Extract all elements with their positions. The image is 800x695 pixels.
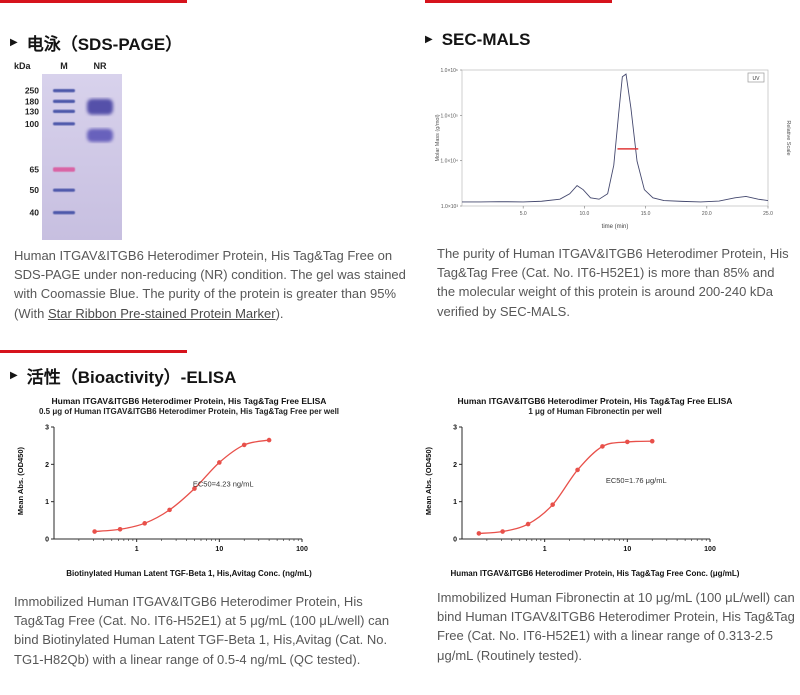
sds-page-section-header: ▶ 电泳（SDS-PAGE） xyxy=(10,30,182,55)
svg-text:Relative Scale: Relative Scale xyxy=(785,120,791,155)
marker-product-link[interactable]: Star Ribbon Pre-stained Protein Marker xyxy=(47,305,276,321)
x-axis-label: Human ITGAV&ITGB6 Heterodimer Protein, H… xyxy=(450,569,740,578)
svg-text:100: 100 xyxy=(704,546,716,553)
svg-text:0: 0 xyxy=(45,537,49,544)
svg-text:1.0×10⁶: 1.0×10⁶ xyxy=(441,68,459,74)
sec-mals-chart: 1.0×10⁶ 1.0×10⁵ 1.0×10⁴ 1.0×10³ 5.0 10.0 15.0 2… xyxy=(435,68,791,230)
bioactivity-section-header: ▶ 活性（Bioactivity）-ELISA xyxy=(10,363,236,388)
elisa-plot-left: 0 1 2 3 1 10 100 EC50=4.23 ng/mL xyxy=(45,425,308,554)
svg-text:10: 10 xyxy=(623,546,631,553)
chart-subtitle: 1 μg of Human Fibronectin per well xyxy=(528,407,662,416)
svg-text:1: 1 xyxy=(135,546,139,553)
svg-text:0: 0 xyxy=(453,537,457,544)
elisa-chart-left: Human ITGAV&ITGB6 Heterodimer Protein, H… xyxy=(16,396,350,578)
svg-text:250: 250 xyxy=(25,86,39,96)
elisa-chart-right: Human ITGAV&ITGB6 Heterodimer Protein, H… xyxy=(424,396,754,578)
svg-text:3: 3 xyxy=(453,425,457,432)
svg-text:1: 1 xyxy=(453,499,457,506)
triangle-bullet-icon: ▶ xyxy=(10,36,18,48)
svg-text:25.0: 25.0 xyxy=(763,211,773,217)
sds-page-description: Human ITGAV&ITGB6 Heterodimer Protein, H… xyxy=(14,246,408,323)
svg-text:180: 180 xyxy=(25,96,39,106)
svg-text:15.0: 15.0 xyxy=(641,211,651,217)
chart-title: Human ITGAV&ITGB6 Heterodimer Protein, H… xyxy=(457,396,733,406)
svg-text:Molar Mass (g/mol): Molar Mass (g/mol) xyxy=(435,114,441,161)
chart-subtitle: 0.5 μg of Human ITGAV&ITGB6 Heterodimer … xyxy=(38,407,340,416)
svg-text:1.0×10⁴: 1.0×10⁴ xyxy=(440,159,458,165)
svg-text:65: 65 xyxy=(30,164,40,174)
svg-text:1.0×10³: 1.0×10³ xyxy=(441,204,458,210)
section-accent-line xyxy=(0,0,187,3)
elisa-right-description: Immobilized Human Fibronectin at 10 μg/m… xyxy=(437,590,795,663)
y-axis-label: Mean Abs. (OD450) xyxy=(424,446,433,516)
svg-text:2: 2 xyxy=(45,462,49,469)
svg-text:EC50=4.23 ng/mL: EC50=4.23 ng/mL xyxy=(193,479,254,488)
sec-mals-section-header: ▶ SEC-MALS xyxy=(425,30,530,50)
svg-text:130: 130 xyxy=(25,106,39,116)
svg-text:1: 1 xyxy=(45,499,49,506)
svg-text:1.0×10⁵: 1.0×10⁵ xyxy=(440,113,458,119)
svg-text:40: 40 xyxy=(30,208,40,218)
svg-text:time (min): time (min) xyxy=(602,224,629,230)
bioactivity-section-title: 活性（Bioactivity）-ELISA xyxy=(26,368,237,387)
triangle-bullet-icon: ▶ xyxy=(425,34,433,45)
svg-text:20.0: 20.0 xyxy=(702,211,712,217)
elisa-left-description: Immobilized Human ITGAV&ITGB6 Heterodime… xyxy=(14,594,390,667)
y-axis-label: Mean Abs. (OD450) xyxy=(16,446,25,516)
chart-title: Human ITGAV&ITGB6 Heterodimer Protein, H… xyxy=(51,396,327,406)
sec-mals-section-title: SEC-MALS xyxy=(441,30,531,49)
sds-desc-text: Human ITGAV&ITGB6 Heterodimer Protein, H… xyxy=(14,248,406,321)
svg-text:kDa: kDa xyxy=(14,61,32,71)
elisa-plot-right: 0 1 2 3 1 10 100 EC50=1.76 μg/mL xyxy=(453,425,716,554)
svg-text:5.0: 5.0 xyxy=(520,211,527,217)
svg-text:50: 50 xyxy=(30,185,40,195)
svg-text:EC50=1.76 μg/mL: EC50=1.76 μg/mL xyxy=(606,476,667,485)
svg-text:M: M xyxy=(60,61,68,71)
svg-text:10.0: 10.0 xyxy=(580,211,590,217)
section-accent-line xyxy=(425,0,612,3)
svg-text:3: 3 xyxy=(45,425,49,432)
svg-text:1: 1 xyxy=(543,546,547,553)
svg-text:UV: UV xyxy=(753,76,761,82)
svg-text:10: 10 xyxy=(215,546,223,553)
sds-page-section-title: 电泳（SDS-PAGE） xyxy=(26,35,183,54)
section-accent-line xyxy=(0,350,187,353)
sds-desc-text-end: ). xyxy=(275,305,284,321)
sec-mals-description: The purity of Human ITGAV&ITGB6 Heterodi… xyxy=(437,246,789,319)
x-axis-label: Biotinylated Human Latent TGF-Beta 1, Hi… xyxy=(66,569,312,578)
svg-text:2: 2 xyxy=(453,462,457,469)
svg-text:100: 100 xyxy=(25,119,39,129)
svg-text:100: 100 xyxy=(296,546,308,553)
triangle-bullet-icon: ▶ xyxy=(10,369,18,381)
svg-text:NR: NR xyxy=(94,61,107,71)
